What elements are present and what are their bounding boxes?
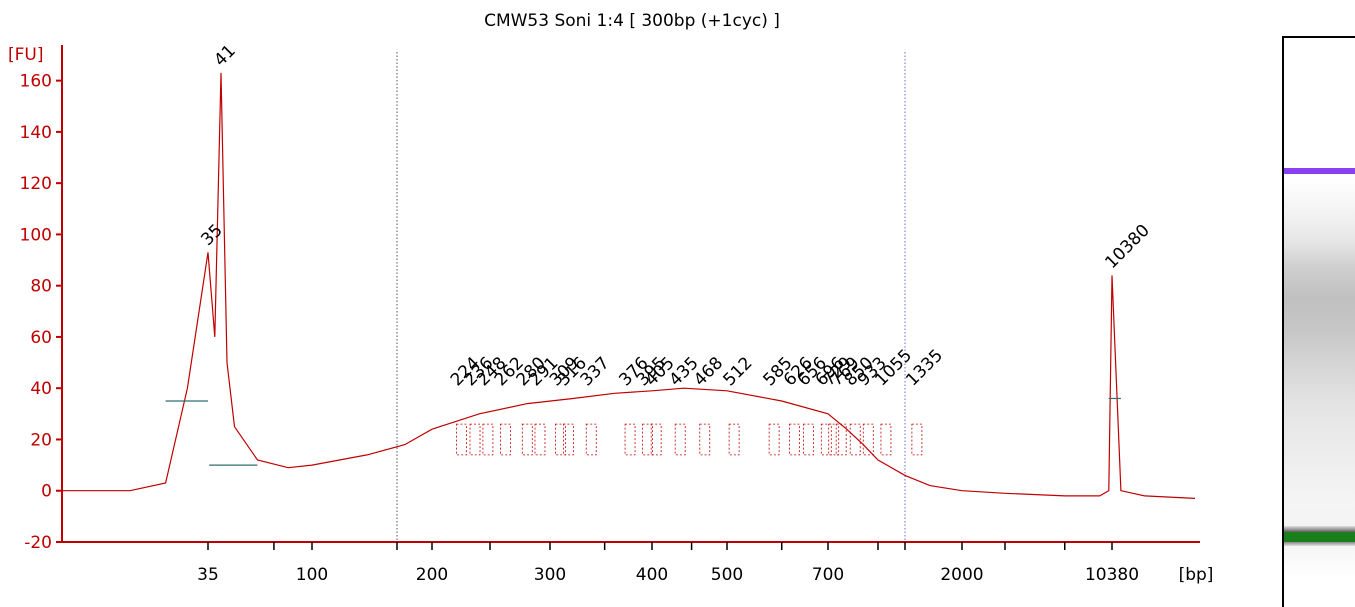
y-ticks: -20 0 20 40 60 80 100 120 140 160 <box>20 72 62 553</box>
fragment-label: 1335 <box>902 346 947 391</box>
x-axis-label: [bp] <box>1179 565 1214 585</box>
gel-band-lower-marker <box>1284 532 1355 542</box>
fragment-boxes <box>456 423 923 456</box>
x-tick-label: 400 <box>636 565 668 585</box>
y-tick-label: -20 <box>24 533 52 553</box>
fragment-box <box>911 423 923 456</box>
fragment-box <box>789 423 800 456</box>
x-tick-label: 35 <box>197 565 219 585</box>
gel-lane <box>1284 178 1355 577</box>
region-markers <box>396 52 906 542</box>
fragment-label: 512 <box>720 353 757 390</box>
y-tick-label: 60 <box>30 328 52 348</box>
axes <box>61 45 1200 543</box>
gel-image <box>1282 36 1355 607</box>
fragment-box <box>521 423 533 456</box>
fragment-box <box>699 423 711 456</box>
peak-labels: 35 41 10380 <box>197 41 1153 273</box>
peak-label: 41 <box>210 41 239 70</box>
x-tick-label: 10380 <box>1085 565 1139 585</box>
fragment-box <box>469 423 481 456</box>
gel-band-upper-marker <box>1284 168 1355 174</box>
y-tick-label: 0 <box>41 482 52 502</box>
fragment-box <box>728 423 740 456</box>
x-tick-label: 700 <box>812 565 844 585</box>
fragment-box <box>880 423 892 456</box>
x-tick-label: 100 <box>296 565 328 585</box>
chart-title: CMW53 Soni 1:4 [ 300bp (+1cyc) ] <box>484 11 780 31</box>
baselines <box>165 397 1121 466</box>
fragment-box <box>828 423 840 456</box>
x-tick-label: 300 <box>534 565 566 585</box>
peak-label: 35 <box>197 220 226 249</box>
fragment-box <box>849 423 861 456</box>
fragment-box <box>862 423 874 456</box>
y-axis-label: [FU] <box>8 45 44 65</box>
x-tick-label: 200 <box>416 565 448 585</box>
fragment-box <box>803 423 814 456</box>
fragment-box <box>624 423 636 456</box>
trace-line <box>62 72 1196 499</box>
x-tick-label: 500 <box>711 565 743 585</box>
fragment-box <box>768 423 780 456</box>
fragment-box <box>585 423 597 456</box>
fragment-box <box>482 423 494 456</box>
y-tick-label: 120 <box>20 174 52 194</box>
y-tick-label: 80 <box>30 277 52 297</box>
fragment-box <box>500 423 511 456</box>
fragment-box <box>555 423 566 456</box>
fragment-box <box>650 423 662 456</box>
x-tick-label: 2000 <box>940 565 983 585</box>
fragment-box <box>835 423 847 456</box>
fragment-box <box>534 423 546 456</box>
fragment-box <box>642 423 653 456</box>
y-tick-label: 40 <box>30 379 52 399</box>
y-tick-label: 160 <box>20 72 52 92</box>
fragment-label: 468 <box>690 353 727 390</box>
x-ticks: 35 100 200 300 400 500 700 2000 10380 <box>197 542 1139 585</box>
y-tick-label: 100 <box>20 225 52 245</box>
fragment-box <box>820 423 832 456</box>
y-tick-label: 140 <box>20 123 52 143</box>
peak-label: 10380 <box>1101 221 1153 273</box>
y-tick-label: 20 <box>30 430 52 450</box>
fragment-box <box>563 423 574 456</box>
fragment-box <box>674 423 686 456</box>
fragment-box <box>456 423 467 456</box>
